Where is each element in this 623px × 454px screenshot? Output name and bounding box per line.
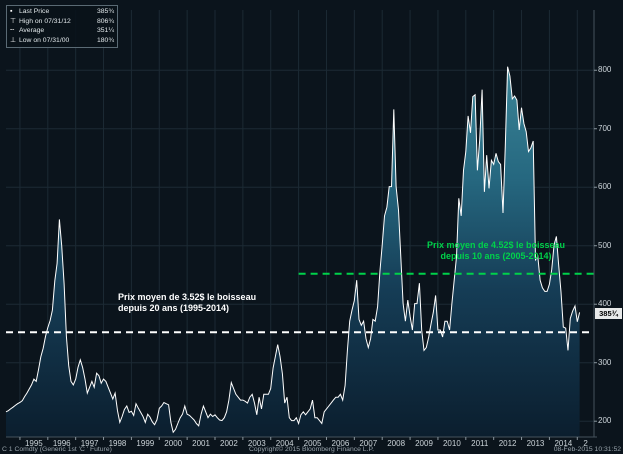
x-axis-tick-label: 1995 (24, 439, 43, 448)
legend-item-average: ╌ Average 351¼ (10, 27, 114, 36)
x-axis-tick-label: 2008 (387, 439, 406, 448)
y-axis-tick-label: 500 (598, 240, 612, 250)
legend-value: 351¼ (96, 27, 114, 34)
instrument-name: C 1 Comdty (Generic 1st 'C ' Future) (2, 446, 112, 453)
x-axis-tick-label: 2000 (164, 439, 183, 448)
high-marker-icon: ⊤ (10, 17, 17, 25)
x-axis-tick-label: 2006 (331, 439, 350, 448)
timestamp: 08-Feb-2015 10:31:52 (553, 446, 621, 453)
x-axis-tick-label: 2 (583, 439, 588, 448)
x-axis-tick-label: 2003 (247, 439, 266, 448)
price-line (5, 66, 581, 434)
y-axis-tick-label: 400 (598, 299, 612, 309)
legend-item-low: ⊥ Low on 07/31/00 180¾ (10, 37, 114, 46)
x-axis-tick-label: 1998 (108, 439, 127, 448)
low-marker-icon: ⊥ (10, 36, 17, 44)
y-axis-tick-label: 800 (598, 65, 612, 75)
price-area-fill (6, 66, 580, 437)
x-axis-tick-label: 2002 (220, 439, 238, 448)
average-marker-icon: ╌ (10, 27, 15, 34)
last-price-swatch-icon: ▪ (10, 8, 13, 15)
x-axis-tick-label: 2004 (275, 439, 294, 448)
x-axis-tick-label: 1996 (52, 439, 71, 448)
x-axis-tick-label: 2001 (192, 439, 210, 448)
legend-item-last-price: ▪ Last Price 385¾ (10, 8, 114, 17)
annotation-line-2: depuis 20 ans (1995-2014) (118, 303, 230, 313)
x-axis-tick-label: 2005 (303, 439, 322, 448)
annotation-avg-20yr: Prix moyen de 3.52$ le boisseau depuis 2… (118, 292, 256, 314)
legend-value: 385¾ (96, 8, 114, 15)
annotation-avg-10yr: Prix moyen de 4.52$ le boisseau depuis 1… (408, 240, 584, 262)
y-axis-tick-label: 700 (598, 123, 612, 133)
x-axis-tick-label: 2009 (415, 439, 433, 448)
x-axis-tick-label: 1999 (136, 439, 155, 448)
y-axis-tick-label: 600 (598, 182, 612, 192)
y-axis-tick-label: 300 (598, 357, 612, 367)
y-axis-tick-label: 200 (598, 416, 612, 426)
footer: C 1 Comdty (Generic 1st 'C ' Future) Cop… (0, 446, 623, 454)
x-axis-tick-label: 1997 (80, 439, 99, 448)
legend-label: High on 07/31/12 (19, 17, 71, 25)
legend-value: 806¾ (96, 17, 114, 25)
legend-label: Low on 07/31/00 (19, 36, 70, 44)
x-axis-tick-label: 2013 (526, 439, 545, 448)
annotation-line-2: depuis 10 ans (2005-2014) (440, 251, 552, 261)
x-axis-tick-label: 2010 (442, 439, 461, 448)
legend-item-high: ⊤ High on 07/31/12 806¾ (10, 18, 114, 27)
annotation-line-1: Prix moyen de 4.52$ le boisseau (426, 240, 566, 250)
last-price-axis-badge: 385¾ (595, 307, 622, 319)
x-axis-tick-label: 2012 (498, 439, 517, 448)
copyright-text: Copyright© 2015 Bloomberg Finance L.P. (248, 446, 375, 453)
x-axis-tick-label: 2014 (554, 439, 573, 448)
x-axis-tick-label: 2011 (471, 439, 489, 448)
x-axis-tick-label: 2007 (359, 439, 378, 448)
chart-legend[interactable]: ▪ Last Price 385¾ ⊤ High on 07/31/12 806… (6, 5, 118, 48)
legend-label: Average (19, 27, 45, 34)
annotation-line-1: Prix moyen de 3.52$ le boisseau (118, 292, 257, 302)
legend-value: 180¾ (96, 36, 114, 44)
legend-label: Last Price (19, 8, 50, 15)
